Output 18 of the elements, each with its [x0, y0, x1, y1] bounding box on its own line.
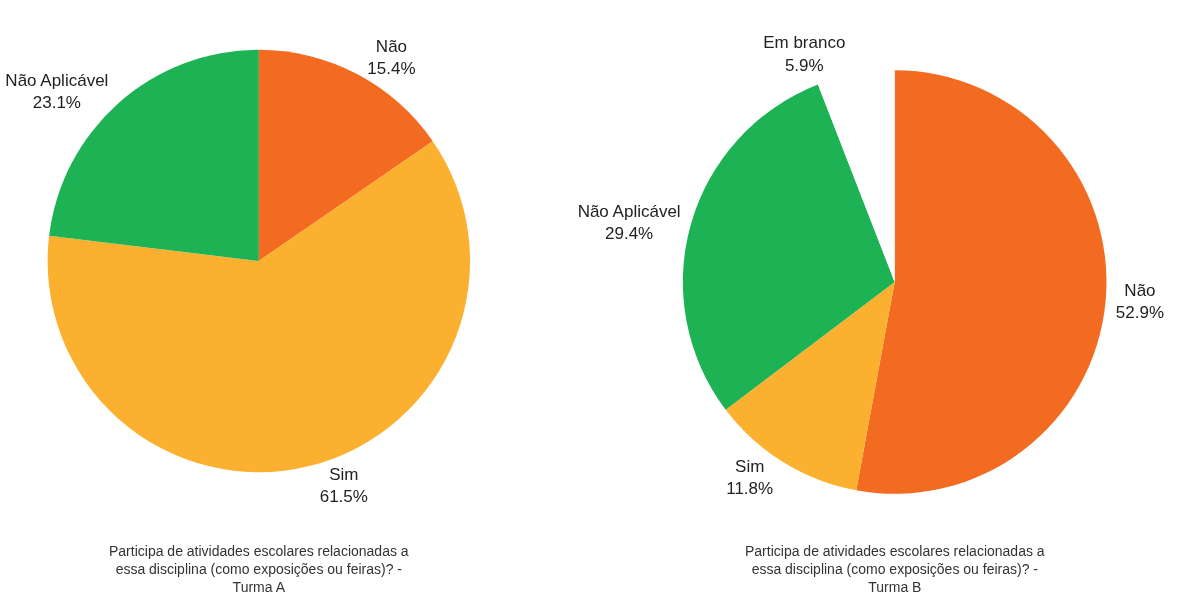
- data-label: 29.4%: [605, 224, 654, 244]
- slice-label: Sim: [329, 464, 359, 484]
- pie-slice: [856, 70, 1107, 494]
- data-label: 5.9%: [784, 55, 824, 75]
- pie-slice: [682, 84, 895, 410]
- data-label: 11.8%: [726, 478, 774, 498]
- slice-label: Não Aplicável: [5, 70, 109, 90]
- slice-label: Não Aplicável: [577, 202, 681, 222]
- slice-label: Não: [375, 37, 408, 57]
- slice-label: Não: [1124, 280, 1156, 300]
- data-label: 23.1%: [32, 93, 81, 113]
- slice-label: Em branco: [763, 33, 846, 53]
- text: Participa de atividades escolares relacionadas a essa disciplina (como exposições ou feiras)? - Turma B: [745, 543, 1045, 596]
- data-label: 15.4%: [367, 59, 416, 79]
- data-label: 52.9%: [1115, 302, 1165, 322]
- data-label: 61.5%: [319, 487, 368, 506]
- slice-label: Sim: [735, 456, 765, 476]
- text: Participa de atividades escolares relacionadas a essa disciplina (como exposições ou feiras)? - Turma A: [109, 543, 409, 596]
